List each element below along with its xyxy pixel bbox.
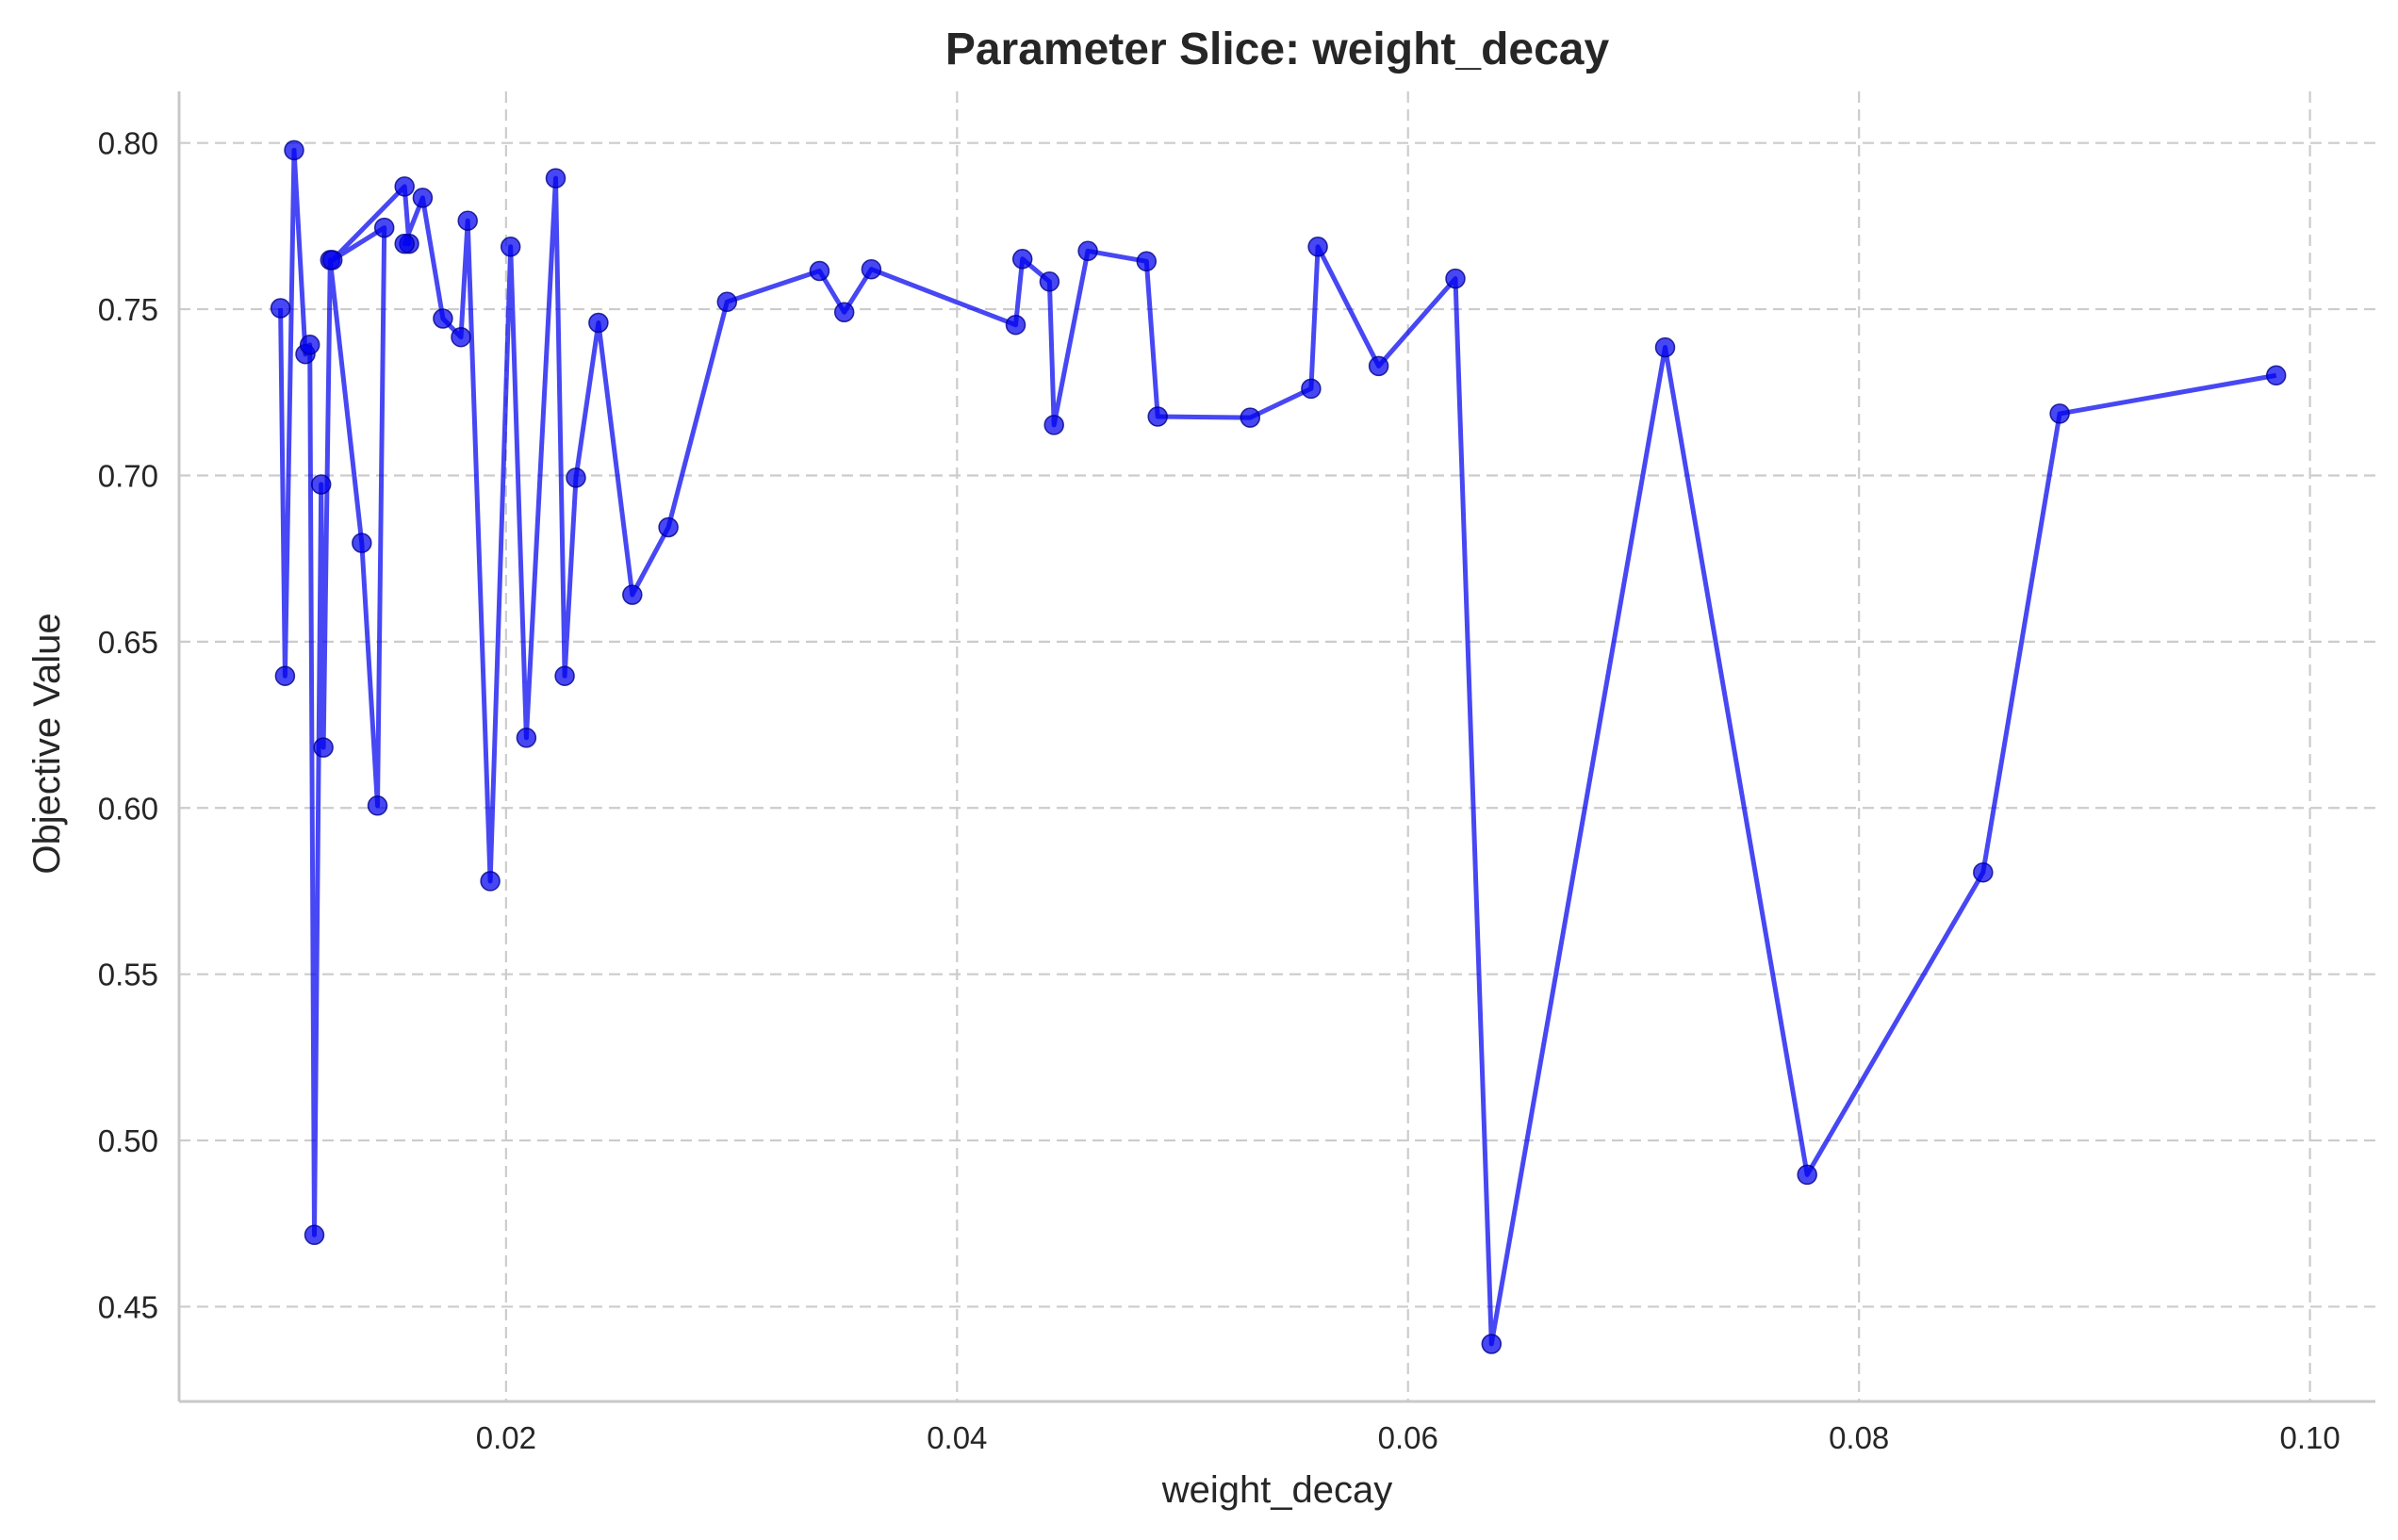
data-point xyxy=(1973,861,1994,883)
data-point xyxy=(566,467,586,488)
data-point xyxy=(1368,355,1389,377)
data-point xyxy=(1307,237,1328,257)
data-point xyxy=(1654,336,1676,358)
data-point xyxy=(284,139,304,161)
data-point xyxy=(500,237,521,257)
data-point xyxy=(861,258,882,280)
chart-title: Parameter Slice: weight_decay xyxy=(945,25,1610,74)
data-point xyxy=(1011,249,1033,270)
data-point xyxy=(1240,407,1261,428)
data-point xyxy=(480,871,501,892)
y-tick-label: 0.55 xyxy=(98,958,158,992)
data-point xyxy=(1043,415,1064,435)
data-point xyxy=(1797,1164,1817,1186)
x-tick-label: 0.02 xyxy=(476,1420,536,1455)
data-point xyxy=(1481,1334,1503,1354)
data-point xyxy=(270,298,291,319)
data-point xyxy=(352,532,372,553)
data-point xyxy=(299,335,320,355)
y-tick-label: 0.60 xyxy=(98,791,158,826)
data-point xyxy=(1005,314,1027,336)
data-point xyxy=(1077,240,1098,262)
data-point xyxy=(367,795,388,816)
data-point xyxy=(274,665,296,686)
x-tick-label: 0.04 xyxy=(927,1420,987,1455)
y-tick-label: 0.50 xyxy=(98,1123,158,1158)
data-point xyxy=(313,737,334,758)
data-point xyxy=(2265,365,2287,386)
data-point xyxy=(1301,378,1322,400)
data-point xyxy=(451,326,471,348)
y-axis-title: Objective Value xyxy=(26,613,68,874)
data-point xyxy=(1445,268,1466,289)
x-tick-label: 0.06 xyxy=(1378,1420,1438,1455)
series-line xyxy=(278,147,2277,1347)
data-point xyxy=(310,474,332,495)
y-tick-label: 0.70 xyxy=(98,458,158,493)
x-axis-title: weight_decay xyxy=(1161,1469,1393,1511)
y-tick-label: 0.65 xyxy=(98,625,158,660)
data-point xyxy=(833,302,855,323)
data-point xyxy=(321,250,343,270)
data-point xyxy=(412,188,434,208)
x-tick-label: 0.10 xyxy=(2280,1420,2341,1455)
data-point xyxy=(1039,271,1060,292)
y-tick-label: 0.80 xyxy=(98,126,158,161)
y-tick-label: 0.45 xyxy=(98,1289,158,1324)
data-point xyxy=(658,516,679,538)
data-point xyxy=(1147,406,1168,427)
data-series xyxy=(270,139,2287,1354)
data-point xyxy=(304,1224,325,1246)
grid xyxy=(179,91,2375,1401)
data-point xyxy=(809,260,830,282)
data-point xyxy=(373,217,395,238)
data-point xyxy=(394,233,415,254)
data-point xyxy=(554,665,575,686)
y-tick-label: 0.75 xyxy=(98,292,158,327)
tick-labels: 0.45 0.50 0.55 0.60 0.65 0.70 0.75 0.80 0.02 0.04… xyxy=(98,126,2341,1455)
data-point xyxy=(622,584,643,605)
data-point xyxy=(516,728,537,748)
data-point xyxy=(457,210,478,231)
data-point xyxy=(588,312,609,334)
data-point xyxy=(394,176,415,197)
data-point xyxy=(2049,403,2070,424)
data-point xyxy=(545,168,567,188)
x-tick-label: 0.08 xyxy=(1829,1420,1889,1455)
axes-spines xyxy=(177,91,2375,1403)
data-point xyxy=(1136,251,1158,272)
data-point xyxy=(716,291,738,313)
data-point xyxy=(433,308,453,329)
